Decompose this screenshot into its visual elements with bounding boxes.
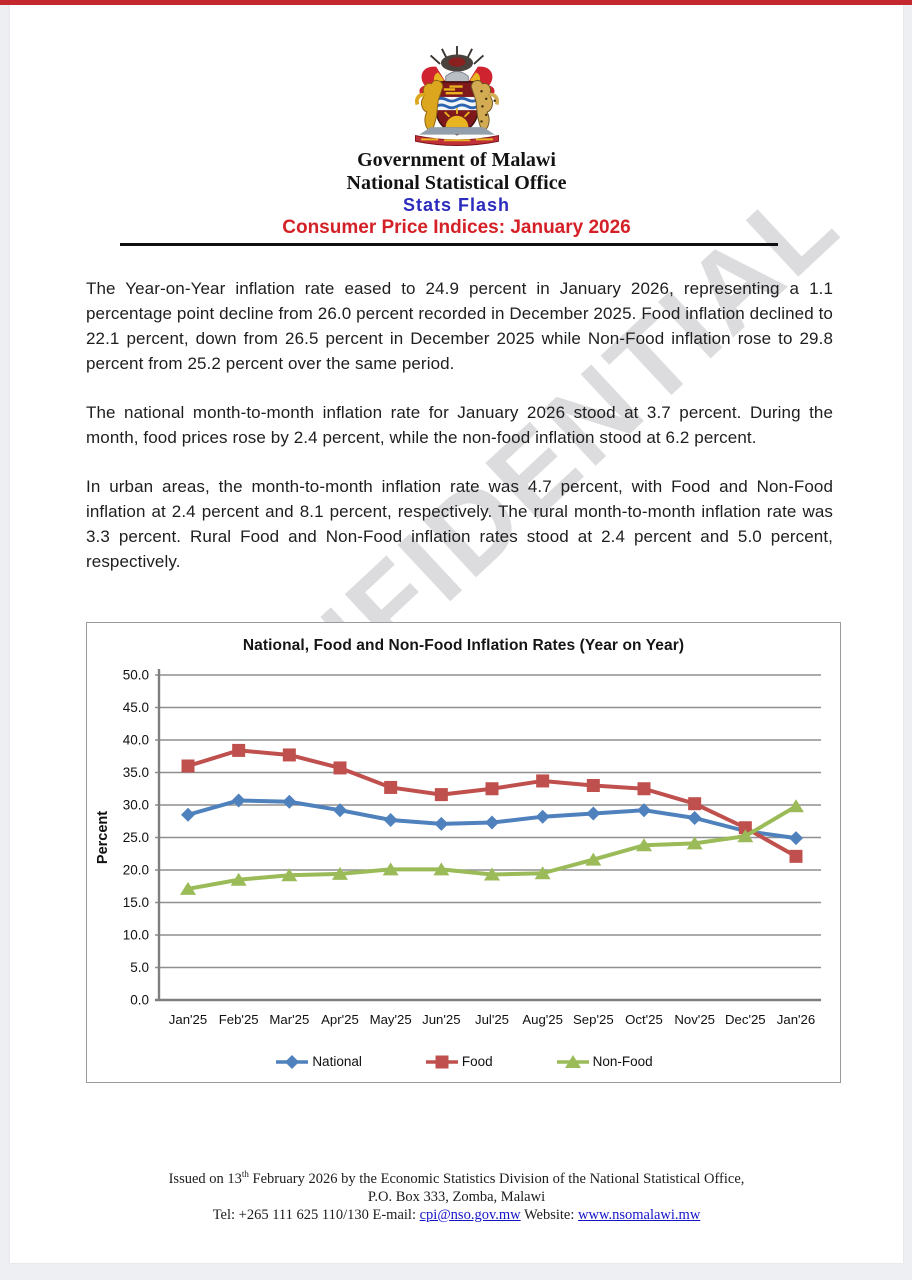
food-data-point [586,779,600,792]
food-data-point [485,782,499,796]
food-series-marker-icon [425,1055,458,1068]
food-data-point [282,748,296,762]
footer-line-2: P.O. Box 333, Zomba, Malawi [367,1188,546,1205]
chart-title: National, Food and Non-Food Inflation Ra… [242,637,685,654]
national-data-point [383,812,398,827]
non-food-data-point [332,866,348,880]
legend-item-nonfood: Non-Food [555,1054,653,1069]
malawi-coat-of-arms-icon [414,46,499,146]
food-data-point [789,849,803,863]
national-data-point [434,816,449,831]
non-food-data-point [534,866,551,880]
x-tick-label: Feb'25 [219,1012,259,1027]
non-food-data-point [180,881,196,895]
document-footer: Issued on 13th February 2026 by the Econ… [10,1165,903,1224]
food-data-point [181,759,195,773]
national-data-point [637,803,651,818]
non-food-data-point [788,799,804,813]
nonfood-series-marker-icon [556,1054,589,1068]
food-data-point [434,788,448,802]
x-tick-label: May'25 [370,1012,412,1027]
non-food-data-point [585,852,602,866]
non-food-data-point [686,836,703,850]
national-data-point [789,831,803,846]
title-divider [120,243,778,246]
y-tick-label: 5.0 [130,960,149,975]
body-paragraph-3: In urban areas, the month-to-month infla… [86,477,833,571]
x-tick-label: Jun'25 [422,1012,460,1027]
non-food-data-point [230,872,247,886]
y-tick-label: 10.0 [123,928,149,943]
y-axis-title: Percent [95,811,111,864]
footer-line-1: Issued on 13th February 2026 by the Econ… [168,1169,745,1187]
non-food-data-point [737,829,754,843]
y-tick-label: 50.0 [123,668,149,683]
non-food-data-point [636,838,652,852]
national-data-point [181,807,195,822]
food-data-point [637,782,651,796]
document-header: Government of Malawi National Statistica… [10,43,903,240]
national-data-point [687,811,702,825]
body-paragraph-2: The national month-to-month inflation ra… [86,403,833,447]
national-data-point [231,793,246,808]
y-tick-label: 40.0 [123,733,149,748]
food-data-point [333,761,347,775]
legend-item-national: National [274,1054,362,1069]
chart-legend: National Food Non-Food [87,1054,840,1069]
y-tick-label: 35.0 [123,765,149,780]
document-title: Consumer Price Indices: January 2026 [282,217,631,238]
legend-glyph [285,1054,300,1069]
x-tick-label: Dec'25 [725,1012,766,1027]
national-data-point [333,803,347,818]
y-tick-label: 25.0 [123,830,149,845]
legend-label-nonfood: Non-Food [592,1054,653,1069]
x-tick-label: Nov'25 [674,1012,715,1027]
chart-plot-area: 0.0 5.0 10.0 15.0 20.0 25.0 30.0 35.0 40.0 45.0 50… [95,668,821,1027]
org-name-line1: Government of Malawi [357,149,556,171]
national-series-marker-icon [276,1054,309,1069]
food-data-point [384,780,398,794]
legend-glyph [435,1055,449,1068]
y-tick-label: 15.0 [123,895,149,910]
y-tick-label: 45.0 [123,700,149,715]
document-page: CONFIDENTIAL [10,5,903,1263]
inflation-chart: 0.0 5.0 10.0 15.0 20.0 25.0 30.0 35.0 40.0 45.0 50… [86,622,841,1083]
legend-item-food: Food [424,1054,493,1069]
y-tick-label: 0.0 [130,993,149,1008]
x-tick-label: Aug'25 [522,1012,563,1027]
legend-label-food: Food [461,1054,493,1069]
x-tick-label: Jan'26 [777,1012,815,1027]
food-data-point [738,821,752,835]
body-paragraph-1: The Year-on-Year inflation rate eased to… [86,279,833,373]
footer-line-3: Tel: +265 111 625 110/130 E-mail: cpi@ns… [212,1206,701,1223]
x-tick-label: Jan'25 [169,1012,207,1027]
top-accent-bar [0,0,912,5]
footer-superscript: th [241,1169,249,1179]
legend-glyph [564,1054,581,1068]
y-tick-label: 20.0 [123,863,149,878]
x-tick-label: Jul'25 [475,1012,509,1027]
national-data-point [535,809,550,824]
y-tick-label: 30.0 [123,798,149,813]
national-data-point [485,815,499,830]
stats-flash-subtitle: Stats Flash [402,195,511,215]
x-tick-label: Oct'25 [625,1012,663,1027]
food-data-point [536,774,550,788]
legend-label-national: National [312,1054,362,1069]
org-name-line2: National Statistical Office [346,172,567,194]
national-data-point [586,806,601,821]
website-link[interactable]: www.nsomalawi.mw [578,1206,701,1223]
non-food-data-point [382,862,399,876]
x-tick-label: Sep'25 [573,1012,614,1027]
national-data-point [282,794,297,809]
email-link[interactable]: cpi@nso.gov.mw [419,1206,521,1223]
non-food-data-point [433,862,450,876]
x-tick-label: Mar'25 [269,1012,309,1027]
food-data-point [688,797,702,811]
non-food-data-point [281,868,298,882]
food-data-point [232,743,246,757]
non-food-data-point [484,867,500,881]
x-tick-label: Apr'25 [321,1012,359,1027]
